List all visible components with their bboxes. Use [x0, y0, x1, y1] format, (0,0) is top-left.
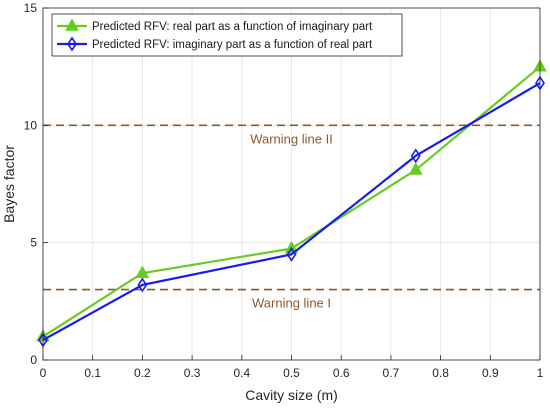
reference-lines: Warning line II Warning line I — [43, 124, 540, 311]
x-tick-label: 0 — [40, 366, 47, 380]
legend-box — [51, 13, 403, 57]
x-tick-label: 0.5 — [283, 366, 300, 380]
y-axis-label: Bayes factor — [1, 145, 17, 223]
series-line — [42, 82, 541, 342]
data-point-diamond — [286, 246, 297, 262]
x-tick-label: 0.1 — [84, 366, 101, 380]
legend-entry-label: Predicted RFV: imaginary part as a funct… — [92, 39, 373, 51]
data-point-diamond — [410, 148, 421, 164]
data-point-triangle — [135, 265, 150, 278]
x-tick-label: 0.2 — [134, 366, 151, 380]
x-tick-label: 0.3 — [184, 366, 201, 380]
x-tick-label: 0.4 — [233, 366, 250, 380]
y-tick-label: 0 — [30, 353, 37, 367]
x-tick-label: 0.9 — [482, 366, 499, 380]
legend: Predicted RFV: real part as a function o… — [51, 13, 403, 57]
x-tick-label: 0.6 — [333, 366, 350, 380]
y-tick-label: 5 — [30, 236, 37, 250]
warning-line-label: Warning line I — [252, 296, 331, 311]
data-point-triangle — [65, 18, 79, 31]
data-point-diamond — [137, 277, 148, 293]
warning-line-label: Warning line II — [250, 131, 333, 146]
x-axis-label: Cavity size (m) — [245, 387, 338, 403]
y-tick-label: 10 — [24, 118, 38, 132]
legend-entry-label: Predicted RFV: real part as a function o… — [92, 21, 373, 33]
x-tick-label: 1 — [537, 366, 544, 380]
data-point-diamond — [67, 36, 77, 52]
y-tick-label: 15 — [24, 1, 38, 15]
x-tick-label: 0.7 — [383, 366, 400, 380]
data-point-triangle — [408, 162, 423, 175]
x-tick-label: 0.8 — [432, 366, 449, 380]
data-series — [36, 59, 547, 348]
